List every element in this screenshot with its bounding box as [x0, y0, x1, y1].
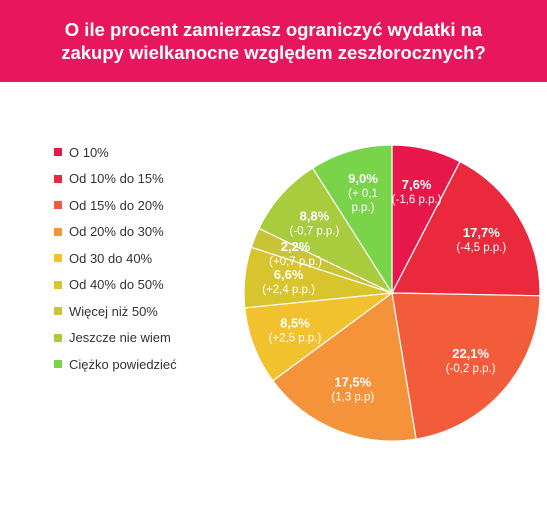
slice-delta-label: (-0,7 p.p.)	[289, 226, 339, 238]
legend-label: Jeszcze nie wiem	[69, 330, 171, 346]
legend-item-hard-to-say: Ciężko powiedzieć	[54, 351, 177, 378]
legend-label: Od 20% do 30%	[69, 224, 164, 240]
pie-slice	[311, 144, 393, 296]
legend-item-over-50: Więcej niż 50%	[54, 298, 177, 325]
legend-item-40-50: Od 40% do 50%	[54, 272, 177, 299]
slice-delta-label: (-1,6 p.p.)	[392, 194, 442, 206]
slice-delta-label: (+2,5 p.p.)	[269, 332, 322, 344]
legend-item-not-yet-known: Jeszcze nie wiem	[54, 325, 177, 352]
legend-item-20-30: Od 20% do 30%	[54, 219, 177, 246]
legend-swatch	[54, 227, 62, 236]
legend-label: Więcej niż 50%	[69, 303, 158, 319]
pie-slice	[391, 160, 541, 297]
chart-title-banner: O ile procent zamierzasz ograniczyć wyda…	[0, 0, 547, 82]
slice-value-label: 22,1%	[452, 346, 489, 361]
legend-label: Od 30 do 40%	[69, 250, 153, 266]
pie-slice	[391, 292, 541, 440]
pie-slice	[258, 167, 394, 295]
slice-value-label: 9,0%	[348, 171, 378, 186]
slice-value-label: 17,5%	[334, 374, 371, 389]
legend-swatch	[54, 280, 62, 289]
legend-item-o-10: O 10%	[54, 139, 177, 166]
legend-label: O 10%	[69, 144, 109, 160]
slice-delta-label: (+2,4 p.p.)	[262, 284, 315, 296]
pie-slice	[271, 291, 417, 442]
legend-swatch	[54, 254, 62, 263]
legend-swatch	[54, 307, 62, 316]
legend-swatch	[54, 174, 62, 183]
slice-delta-label: p.p.)	[351, 202, 374, 214]
legend-label: Od 40% do 50%	[69, 277, 164, 293]
legend-label: Ciężko powiedzieć	[69, 356, 177, 372]
legend-swatch	[54, 201, 62, 210]
chart-title-line-2: zakupy wielkanocne względem zeszłoroczny…	[61, 42, 486, 63]
legend-label: Od 15% do 20%	[69, 197, 164, 213]
slice-value-label: 8,8%	[300, 209, 330, 224]
legend-swatch	[54, 148, 62, 157]
legend-item-15-20: Od 15% do 20%	[54, 192, 177, 219]
legend-label: Od 10% do 15%	[69, 171, 164, 187]
legend-item-30-40: Od 30 do 40%	[54, 245, 177, 272]
slice-value-label: 8,5%	[280, 315, 310, 330]
slice-delta-label: (+ 0,1	[348, 188, 378, 200]
slice-value-label: 7,6%	[402, 177, 432, 192]
legend-swatch	[54, 360, 62, 369]
chart-legend: O 10% Od 10% do 15% Od 15% do 20% Od 20%…	[54, 139, 177, 378]
slice-delta-label: (+0,7 p.p.)	[269, 256, 322, 268]
slice-delta-label: (1,3 p.p)	[331, 391, 374, 403]
slice-delta-label: (-0,2 p.p.)	[446, 363, 496, 375]
slice-delta-label: (-4,5 p.p.)	[456, 242, 506, 254]
legend-item-10-15: Od 10% do 15%	[54, 166, 177, 193]
slice-value-label: 17,7%	[463, 225, 500, 240]
slice-value-label: 2,2%	[281, 239, 311, 254]
slice-value-label: 6,6%	[274, 267, 304, 282]
chart-title-line-1: O ile procent zamierzasz ograniczyć wyda…	[64, 19, 483, 40]
legend-swatch	[54, 333, 62, 342]
